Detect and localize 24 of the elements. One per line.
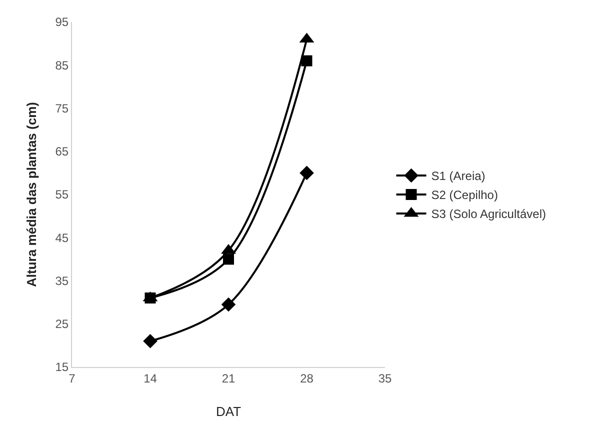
y-tick-label: 15	[55, 360, 69, 374]
x-tick-label: 7	[68, 371, 76, 386]
legend-label: S2 (Cepilho)	[431, 188, 498, 202]
y-tick-label: 65	[55, 144, 69, 159]
y-tick-label: 45	[55, 230, 69, 245]
x-tick-label: 21	[222, 371, 236, 386]
x-tick-label: 35	[378, 371, 392, 386]
point	[300, 166, 314, 180]
y-tick-label: 95	[55, 15, 69, 30]
y-axis-title: Altura média das plantas (cm)	[24, 102, 39, 287]
y-tick-label: 75	[55, 101, 69, 116]
x-tick-label: 14	[144, 371, 158, 386]
legend-label: S3 (Solo Agricultável)	[431, 207, 546, 222]
y-tick-label: 35	[55, 274, 69, 288]
y-tick-label: 85	[55, 58, 69, 72]
x-tick-label: 28	[300, 371, 314, 386]
y-tick-label: 25	[55, 317, 69, 332]
x-axis-title: DAT	[216, 404, 242, 419]
legend-label: S1 (Areia)	[431, 169, 486, 184]
point	[143, 334, 158, 348]
y-tick-label: 55	[55, 188, 69, 202]
point	[223, 254, 234, 265]
point	[221, 297, 236, 312]
point	[301, 55, 312, 66]
